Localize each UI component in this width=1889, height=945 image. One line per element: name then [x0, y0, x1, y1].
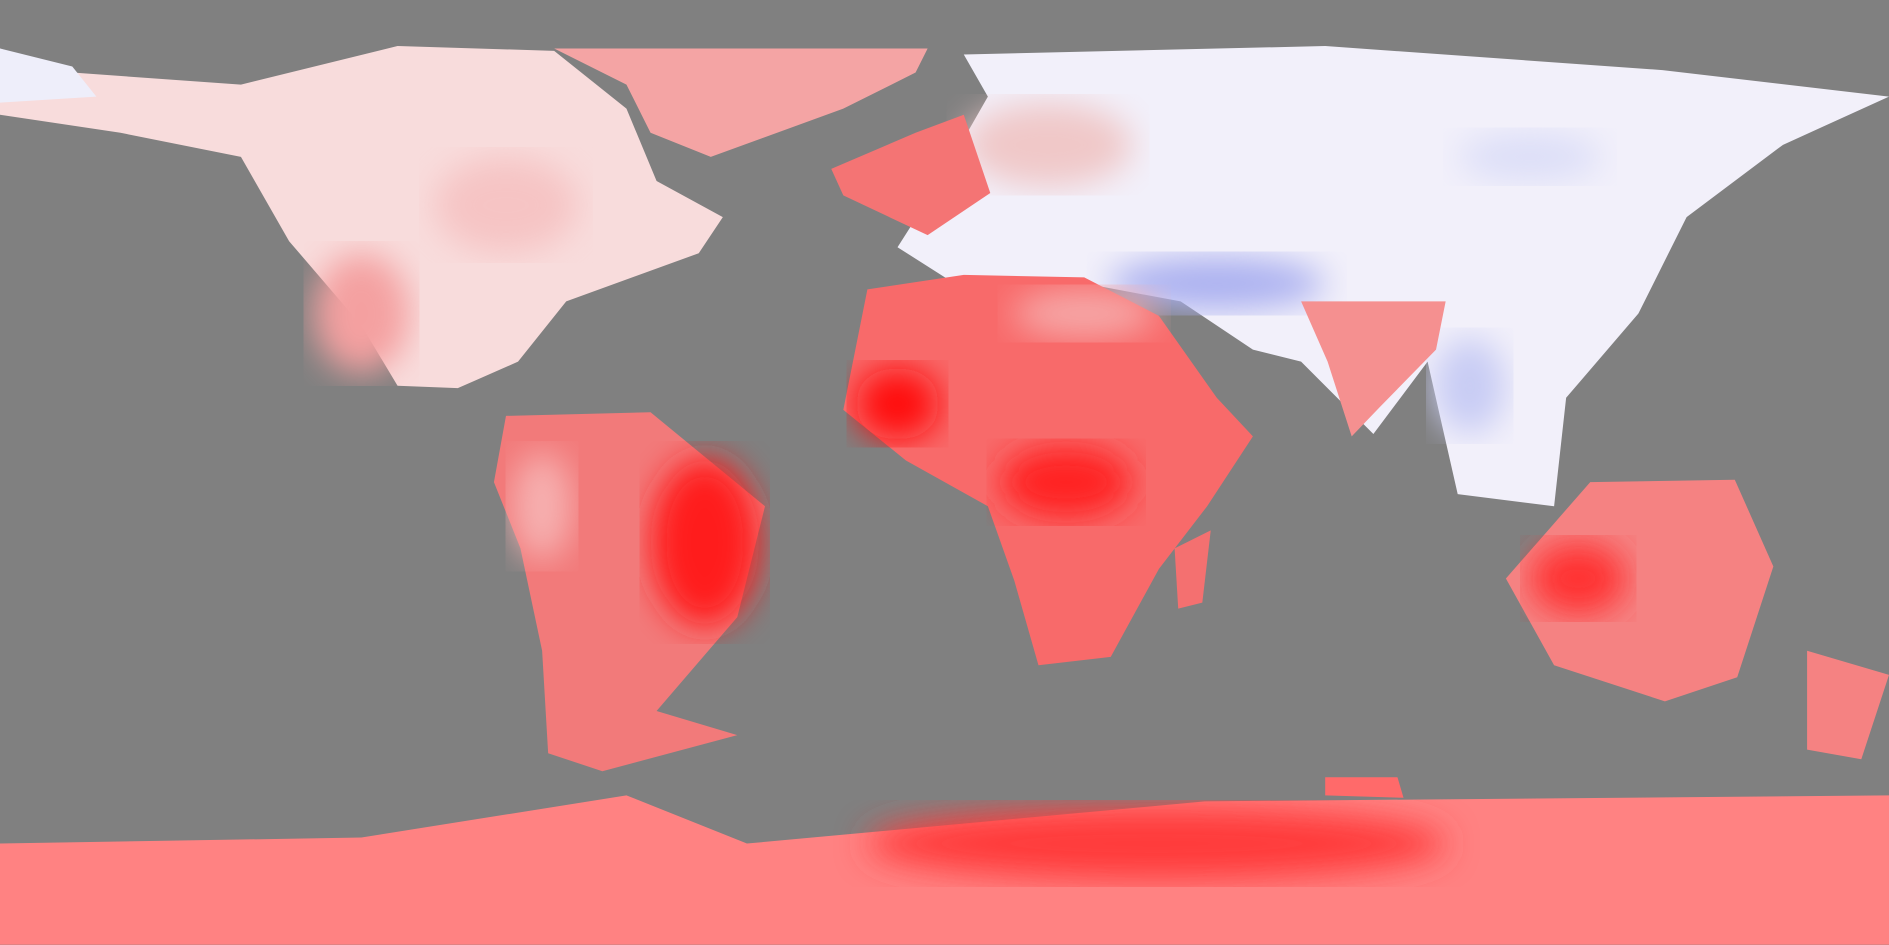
antarctica	[0, 777, 1889, 945]
oceania	[1505, 479, 1889, 760]
north-america	[0, 46, 928, 389]
africa	[843, 274, 1253, 666]
eurasia	[831, 46, 1889, 507]
south-america	[493, 412, 765, 772]
